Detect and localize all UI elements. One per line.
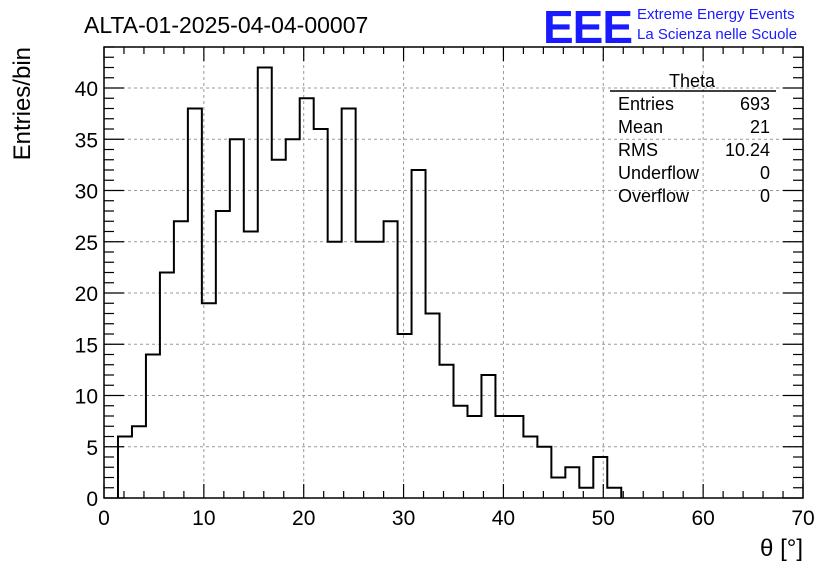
chart-title: ALTA-01-2025-04-04-00007	[84, 12, 368, 38]
y-tick-label: 20	[75, 283, 98, 306]
stats-label: Mean	[618, 117, 663, 137]
plot-frame	[103, 46, 804, 499]
x-tick-label: 40	[492, 507, 515, 530]
y-tick-label: 10	[75, 386, 98, 409]
y-tick-label: 35	[75, 129, 98, 152]
stats-label: Entries	[618, 94, 674, 114]
histogram-line	[116, 66, 623, 498]
stats-label: Overflow	[618, 186, 690, 206]
y-tick-labels: 0 5 10 15 20 25 30 35 40	[75, 78, 98, 511]
x-tick-label: 70	[791, 507, 814, 530]
logo-mark: EEE	[543, 1, 632, 53]
axis-ticks	[103, 46, 804, 499]
stats-value: 0	[760, 163, 770, 183]
x-tick-label: 10	[192, 507, 215, 530]
grid-lines	[104, 47, 803, 498]
stats-value: 0	[760, 186, 770, 206]
y-tick-label: 30	[75, 181, 98, 204]
stats-value: 21	[750, 117, 770, 137]
x-tick-label: 30	[392, 507, 415, 530]
y-tick-label: 5	[86, 437, 98, 460]
stats-value: 693	[740, 94, 770, 114]
x-tick-label: 20	[292, 507, 315, 530]
y-tick-label: 40	[75, 78, 98, 101]
stats-value: 10.24	[725, 140, 770, 160]
stats-box: Theta Entries 693 Mean 21 RMS 10.24 Underflow 0…	[610, 71, 776, 206]
stats-title: Theta	[669, 71, 716, 91]
y-tick-label: 15	[75, 334, 98, 357]
y-tick-label: 25	[75, 232, 98, 255]
y-tick-label: 0	[86, 488, 98, 511]
x-tick-labels: 0 10 20 30 40 50 60 70	[98, 507, 815, 530]
stats-label: RMS	[618, 140, 658, 160]
logo-line-2: La Scienza nelle Scuole	[637, 26, 797, 43]
x-tick-label: 0	[98, 507, 110, 530]
x-tick-label: 60	[691, 507, 714, 530]
stats-label: Underflow	[618, 163, 700, 183]
eee-logo: EEE Extreme Energy Events La Scienza nel…	[543, 1, 797, 53]
logo-line-1: Extreme Energy Events	[637, 6, 795, 23]
y-axis-label: Entries/bin	[9, 47, 36, 160]
x-tick-label: 50	[592, 507, 615, 530]
x-axis-label: θ [°]	[760, 535, 803, 562]
